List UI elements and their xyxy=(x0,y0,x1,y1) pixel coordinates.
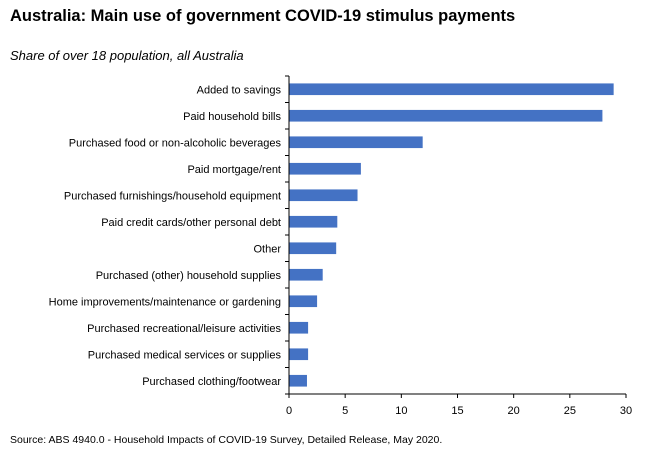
category-label: Other xyxy=(253,243,281,255)
category-labels: Added to savings Paid household bills Purc… xyxy=(49,84,282,388)
bar-11 xyxy=(289,374,307,387)
bar-1 xyxy=(289,109,603,122)
chart-source: Source: ABS 4940.0 - Household Impacts o… xyxy=(10,434,443,446)
category-label: Purchased (other) household supplies xyxy=(96,270,282,282)
bar-3 xyxy=(289,162,361,175)
x-tick-label: 10 xyxy=(395,405,407,417)
bar-5 xyxy=(289,215,338,228)
x-tick-label: 15 xyxy=(451,405,463,417)
x-tick-label: 25 xyxy=(564,405,576,417)
bar-9 xyxy=(289,321,309,334)
bar-8 xyxy=(289,295,318,308)
category-label: Purchased medical services or supplies xyxy=(88,349,282,361)
bar-2 xyxy=(289,136,423,149)
bars-layer xyxy=(289,83,614,387)
bar-0 xyxy=(289,83,614,96)
category-label: Purchased clothing/footwear xyxy=(142,376,281,388)
chart-subtitle: Share of over 18 population, all Austral… xyxy=(10,48,244,63)
category-label: Added to savings xyxy=(197,84,282,96)
axes: 0 5 10 15 20 25 30 xyxy=(285,75,632,417)
category-label: Paid mortgage/rent xyxy=(187,164,281,176)
x-tick-label: 20 xyxy=(508,405,520,417)
bar-4 xyxy=(289,189,358,202)
category-label: Paid household bills xyxy=(183,111,281,123)
category-label: Paid credit cards/other personal debt xyxy=(101,217,281,229)
x-tick-label: 0 xyxy=(286,405,292,417)
bar-7 xyxy=(289,268,323,281)
x-tick-label: 30 xyxy=(620,405,632,417)
x-tick-label: 5 xyxy=(342,405,348,417)
category-label: Purchased food or non-alcoholic beverage… xyxy=(69,137,282,149)
bar-6 xyxy=(289,242,337,255)
category-label: Purchased recreational/leisure activitie… xyxy=(87,323,281,335)
chart-title: Australia: Main use of government COVID-… xyxy=(10,7,516,25)
bar-10 xyxy=(289,348,309,361)
category-label: Purchased furnishings/household equipmen… xyxy=(64,190,281,202)
category-label: Home improvements/maintenance or gardeni… xyxy=(49,296,281,308)
